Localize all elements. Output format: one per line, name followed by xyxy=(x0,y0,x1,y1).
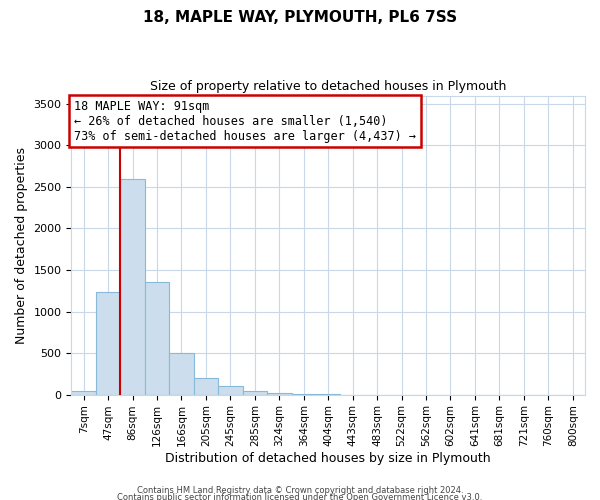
Bar xyxy=(96,292,121,394)
Bar xyxy=(267,393,292,394)
Bar xyxy=(169,353,194,395)
Title: Size of property relative to detached houses in Plymouth: Size of property relative to detached ho… xyxy=(150,80,506,93)
Bar xyxy=(194,378,218,394)
Text: Contains public sector information licensed under the Open Government Licence v3: Contains public sector information licen… xyxy=(118,494,482,500)
X-axis label: Distribution of detached houses by size in Plymouth: Distribution of detached houses by size … xyxy=(166,452,491,465)
Bar xyxy=(71,392,96,394)
Text: 18, MAPLE WAY, PLYMOUTH, PL6 7SS: 18, MAPLE WAY, PLYMOUTH, PL6 7SS xyxy=(143,10,457,25)
Bar xyxy=(145,282,169,395)
Bar xyxy=(242,391,267,394)
Text: Contains HM Land Registry data © Crown copyright and database right 2024.: Contains HM Land Registry data © Crown c… xyxy=(137,486,463,495)
Y-axis label: Number of detached properties: Number of detached properties xyxy=(15,146,28,344)
Bar xyxy=(121,180,145,394)
Text: 18 MAPLE WAY: 91sqm
← 26% of detached houses are smaller (1,540)
73% of semi-det: 18 MAPLE WAY: 91sqm ← 26% of detached ho… xyxy=(74,100,416,142)
Bar xyxy=(218,386,242,394)
